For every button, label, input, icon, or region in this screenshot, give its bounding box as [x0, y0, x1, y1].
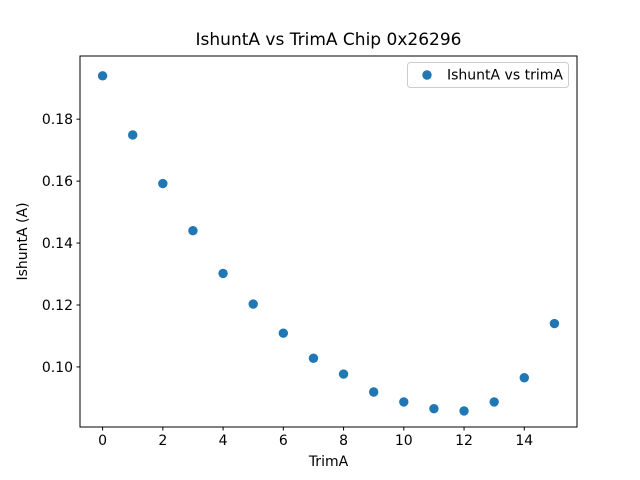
- data-point: [188, 225, 198, 236]
- legend-marker-icon: [422, 70, 432, 80]
- legend: IshuntA vs trimA: [407, 62, 569, 88]
- data-point: [338, 369, 349, 379]
- data-point: [158, 178, 168, 189]
- data-point: [368, 387, 379, 397]
- chart-title: IshuntA vs TrimA Chip 0x26296: [196, 30, 462, 50]
- data-point: [489, 397, 499, 407]
- y-tick-label: 0.12: [42, 298, 73, 314]
- data-point: [429, 404, 439, 414]
- x-tick-label: 4: [219, 433, 228, 449]
- data-point: [278, 328, 289, 338]
- legend-box: [407, 62, 569, 88]
- legend-label: IshuntA vs trimA: [447, 68, 563, 84]
- x-tick-label: 14: [515, 433, 533, 449]
- x-axis: 0 2 4 6 8 10 12 14: [98, 427, 533, 449]
- y-tick-label: 0.16: [42, 174, 73, 190]
- y-tick-label: 0.10: [42, 360, 73, 376]
- data-point: [549, 318, 560, 329]
- data-point: [308, 353, 319, 363]
- y-tick-label: 0.14: [42, 236, 73, 252]
- x-tick-label: 0: [98, 433, 107, 449]
- y-tick-label: 0.18: [42, 112, 73, 128]
- x-tick-label: 8: [339, 433, 348, 449]
- y-axis-label: IshuntA (A): [15, 202, 31, 280]
- data-point: [97, 71, 108, 81]
- data-point: [218, 268, 228, 279]
- data-point: [248, 299, 258, 309]
- x-tick-label: 12: [455, 433, 473, 449]
- data-point: [399, 397, 409, 407]
- plot-area: [79, 55, 578, 428]
- x-axis-label: TrimA: [308, 454, 349, 470]
- x-tick-label: 10: [395, 433, 413, 449]
- data-point: [519, 373, 529, 383]
- y-axis: 0.10 0.12 0.14 0.16 0.18: [42, 112, 80, 376]
- data-point: [128, 130, 138, 140]
- x-tick-label: 2: [158, 433, 167, 449]
- x-tick-label: 6: [279, 433, 288, 449]
- data-point: [459, 406, 469, 416]
- scatter-series: [97, 71, 560, 416]
